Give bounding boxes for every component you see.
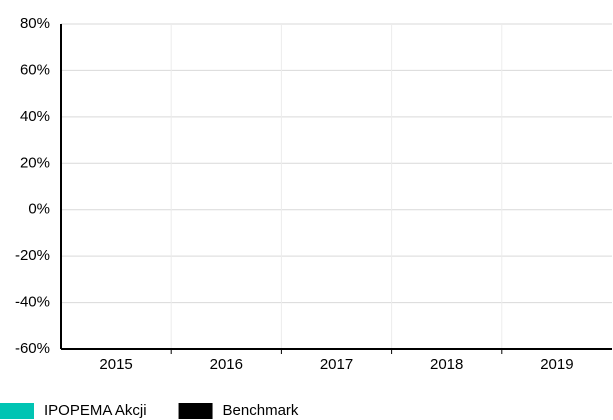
- x-tick-label: 2017: [320, 356, 353, 373]
- legend-swatch: [0, 403, 34, 419]
- y-tick-label: -60%: [15, 340, 50, 357]
- y-tick-label: -20%: [15, 247, 50, 264]
- x-tick-label: 2018: [430, 356, 463, 373]
- legend-label: IPOPEMA Akcji: [44, 402, 147, 419]
- y-tick-label: 0%: [28, 201, 50, 218]
- x-tick-label: 2019: [540, 356, 573, 373]
- y-tick-label: 80%: [20, 15, 50, 32]
- y-tick-label: 40%: [20, 108, 50, 125]
- y-tick-label: 20%: [20, 154, 50, 171]
- y-tick-label: -40%: [15, 294, 50, 311]
- legend-swatch: [178, 403, 213, 419]
- y-tick-label: 60%: [20, 61, 50, 78]
- legend-label: Benchmark: [223, 402, 299, 419]
- x-tick-label: 2015: [99, 356, 132, 373]
- x-tick-label: 2016: [210, 356, 243, 373]
